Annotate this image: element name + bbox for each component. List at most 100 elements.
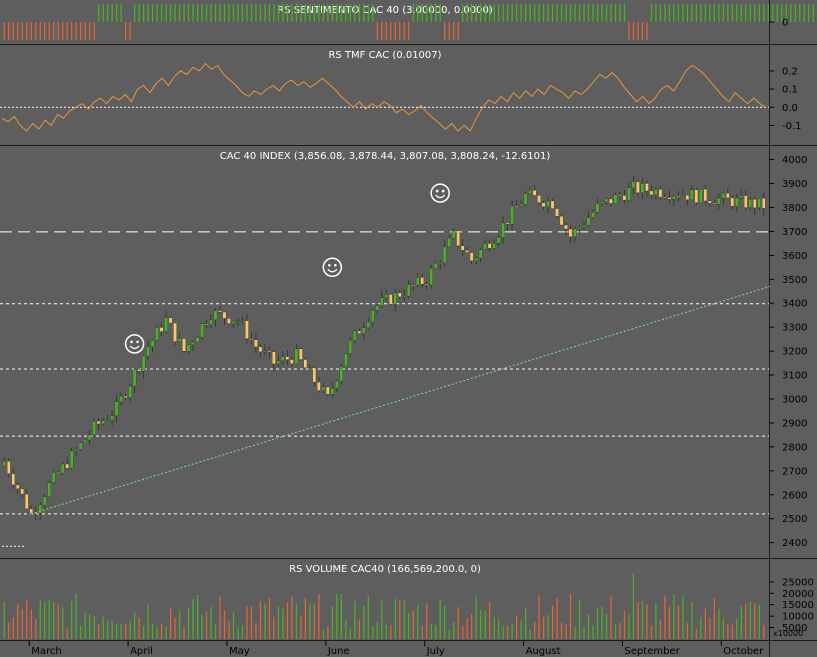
sentiment-bar [718, 4, 720, 22]
candle-body [757, 198, 762, 208]
sentiment-bar [790, 4, 792, 22]
volume-bar [673, 594, 675, 639]
candle-body [442, 246, 447, 264]
candle-body [249, 338, 254, 340]
candle-body [308, 367, 312, 369]
volume-bar [165, 626, 167, 639]
sentiment-bar [664, 4, 666, 22]
candle-body [33, 512, 38, 515]
sentiment-bar [610, 4, 612, 22]
sentiment-panel-title: RS SENTIMENTO CAC 40 (3.00000, 0.0000) [277, 5, 493, 16]
volume-bar [695, 628, 698, 639]
volume-bar [35, 619, 37, 639]
volume-bar [111, 620, 113, 639]
candle-body [690, 189, 694, 200]
volume-bar [313, 604, 316, 639]
sentiment-bar [763, 4, 765, 22]
sentiment-bar [345, 4, 347, 22]
candle-body [573, 228, 577, 237]
candle-body [541, 202, 546, 207]
volume-bar [336, 594, 338, 639]
volume-bar [196, 594, 199, 639]
sentiment-bar [93, 22, 95, 40]
sentiment-bar [776, 4, 778, 22]
volume-bar [62, 608, 64, 639]
sentiment-bar [53, 22, 55, 40]
volume-bar [133, 611, 136, 639]
candle-body [128, 385, 132, 398]
sentiment-bar [214, 4, 217, 22]
candle-body [60, 463, 65, 474]
volume-bar [241, 625, 244, 639]
sentiment-bar [241, 4, 244, 22]
sentiment-bar [641, 22, 644, 40]
volume-bar [98, 624, 100, 639]
volume-bar [214, 624, 217, 639]
candle-body [519, 204, 523, 207]
candle-body [411, 284, 415, 286]
candle-body [38, 504, 42, 514]
candle-body [600, 201, 604, 204]
volume-bar [489, 601, 491, 639]
volume-bar [259, 601, 262, 639]
volume-bar [151, 623, 154, 639]
sentiment-bar [426, 4, 428, 22]
sentiment-bar [772, 4, 774, 22]
sentiment-bar [116, 4, 118, 22]
volume-bar [381, 600, 383, 639]
volume-bar [237, 627, 239, 639]
sentiment-bar [376, 22, 378, 40]
candle-body [393, 292, 397, 305]
sentiment-bar [349, 4, 351, 22]
candle-body [290, 359, 294, 364]
volume-bar [736, 618, 738, 639]
sentiment-bar [745, 4, 747, 22]
candle-body [339, 366, 344, 382]
volume-bar [659, 619, 662, 639]
price-tick-label: 4000 [782, 155, 807, 166]
volume-bar [646, 604, 648, 639]
candle-body [654, 189, 658, 196]
sentiment-bar [677, 4, 680, 22]
volume-bar [286, 602, 289, 639]
candle-body [568, 228, 573, 237]
volume-bar [453, 622, 455, 639]
sentiment-bar [439, 4, 441, 22]
candle-body [317, 381, 321, 391]
volume-bar [300, 615, 302, 639]
candle-body [384, 294, 388, 298]
price-tick-label: 3500 [782, 275, 807, 286]
volume-bar [340, 593, 343, 639]
sentiment-bar [102, 4, 104, 22]
candle-body [155, 327, 159, 341]
sentiment-bar [529, 4, 531, 22]
candle-body [478, 249, 483, 259]
sentiment-bar [111, 4, 113, 22]
candle-body [204, 323, 209, 325]
sentiment-bar [237, 4, 239, 22]
volume-panel-title: RS VOLUME CAC40 (166,569,200.0, 0) [289, 564, 481, 575]
sentiment-bar [466, 4, 468, 22]
sentiment-bar [430, 4, 432, 22]
candle-body [348, 340, 353, 354]
volume-bar [524, 608, 527, 639]
candle-body [231, 321, 236, 324]
volume-bar [435, 624, 437, 639]
candle-body [195, 337, 200, 343]
smiley-icon [430, 183, 450, 203]
volume-bar [210, 606, 212, 639]
sentiment-bar [448, 22, 450, 40]
price-tick-label: 3800 [782, 203, 807, 214]
candle-body [546, 200, 550, 207]
sentiment-bar [133, 4, 136, 22]
volume-bar [709, 617, 711, 639]
sentiment-bar [421, 4, 423, 22]
volume-bar [345, 620, 347, 639]
volume-bar [623, 611, 626, 639]
sentiment-bar [533, 4, 536, 22]
sentiment-bar [444, 22, 446, 40]
sentiment-bar [17, 22, 19, 40]
volume-bar [174, 617, 176, 639]
volume-bar [511, 623, 513, 639]
